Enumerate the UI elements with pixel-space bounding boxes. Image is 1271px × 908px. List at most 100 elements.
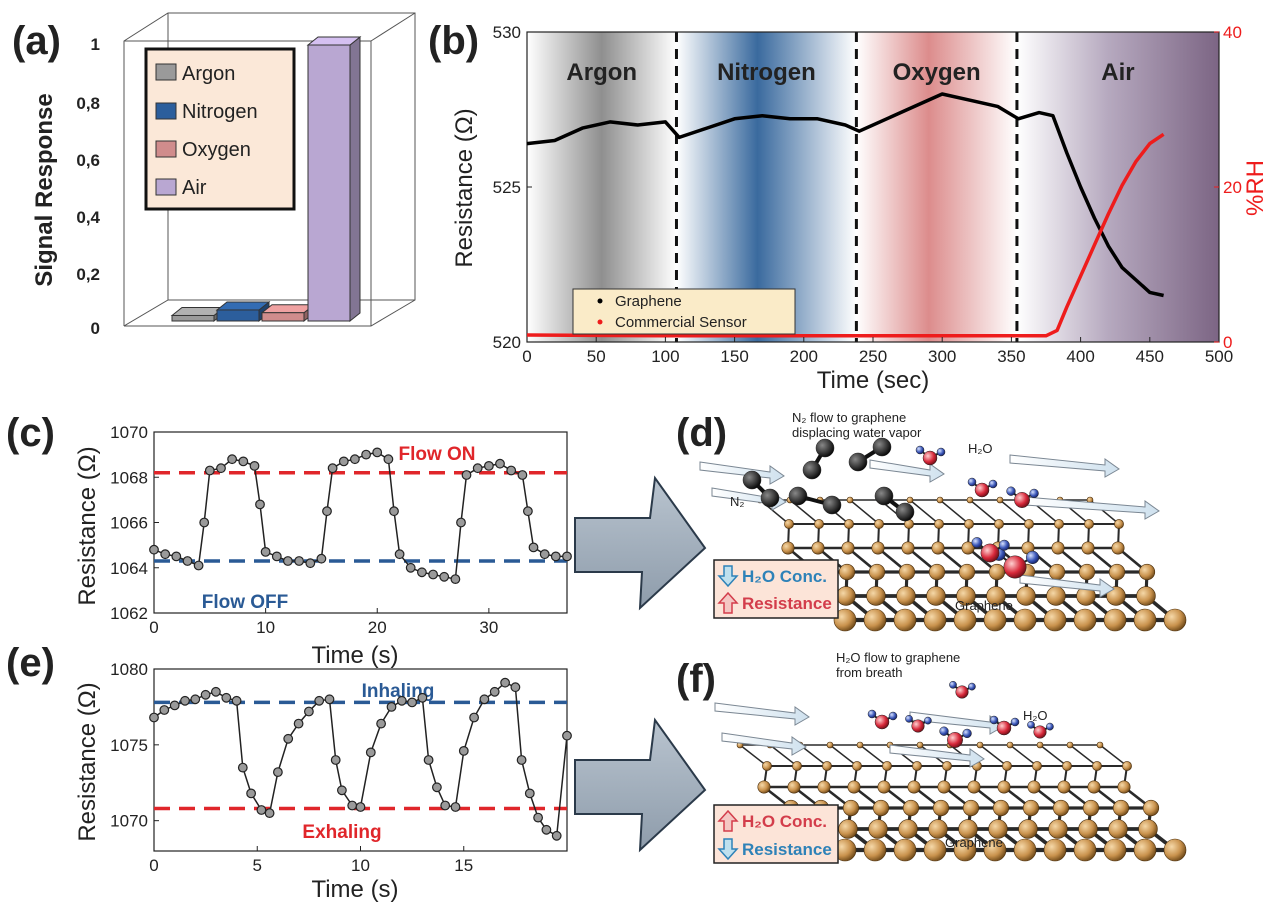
carbon-atom bbox=[1022, 799, 1040, 817]
panel-f-h2o-label: H₂O bbox=[1023, 708, 1048, 723]
carbon-atom bbox=[942, 761, 952, 771]
data-point bbox=[517, 470, 528, 480]
nitrogen-atom bbox=[760, 488, 780, 508]
panel-c: (c) Flow ON Flow OFF 0 10 20 30 1062 1064 1066 1… bbox=[6, 411, 572, 669]
carbon-atom bbox=[822, 761, 832, 771]
bar-air-top bbox=[306, 36, 362, 46]
x-tick-label: 50 bbox=[587, 347, 606, 366]
data-point bbox=[472, 463, 483, 474]
bond bbox=[979, 744, 1008, 767]
y-tick-label: 530 bbox=[493, 23, 521, 42]
data-point bbox=[461, 470, 472, 480]
nitrogen-atom bbox=[874, 486, 894, 506]
carbon-atom bbox=[931, 541, 945, 555]
panel-f-caption-line2: from breath bbox=[836, 665, 902, 680]
carbon-atom bbox=[1082, 799, 1100, 817]
carbon-atom bbox=[882, 761, 892, 771]
x-tick-label: 300 bbox=[928, 347, 956, 366]
panel-c-ticks: 0 10 20 30 1062 1064 1066 1068 1070 bbox=[110, 423, 498, 637]
carbon-atom bbox=[966, 496, 974, 504]
x-tick-label: 30 bbox=[479, 618, 498, 637]
carbon-atom bbox=[1013, 838, 1037, 862]
data-point bbox=[432, 782, 442, 793]
x-tick-label: 150 bbox=[720, 347, 748, 366]
carbon-atom bbox=[826, 741, 834, 749]
hydrogen-atom bbox=[988, 479, 998, 489]
hydrogen-atom bbox=[1025, 550, 1040, 565]
data-point bbox=[516, 755, 527, 765]
carbon-atom bbox=[1133, 838, 1157, 862]
carbon-atom bbox=[1006, 741, 1014, 749]
carbon-atom bbox=[912, 761, 922, 771]
data-point bbox=[440, 800, 451, 811]
oxygen-atom bbox=[922, 450, 938, 466]
hydrogen-atom bbox=[888, 711, 898, 721]
carbon-atom bbox=[902, 799, 920, 817]
annotation-exhaling: Exhaling bbox=[302, 822, 381, 843]
data-point bbox=[160, 549, 171, 560]
region-air bbox=[1016, 32, 1219, 342]
y-tick-label: 1062 bbox=[110, 604, 148, 623]
data-point bbox=[324, 694, 335, 705]
annotation-flow-off: Flow OFF bbox=[202, 592, 289, 613]
carbon-atom bbox=[896, 586, 916, 606]
hydrogen-atom bbox=[1010, 717, 1020, 727]
data-point bbox=[316, 553, 327, 564]
hydrogen-atom bbox=[962, 728, 972, 739]
y2-tick-label: 40 bbox=[1223, 23, 1242, 42]
data-point bbox=[159, 705, 170, 715]
arrow-e-to-f-icon bbox=[574, 717, 707, 853]
carbon-atom bbox=[898, 819, 918, 839]
data-point bbox=[304, 706, 314, 717]
carbon-atom bbox=[762, 761, 772, 771]
panel-b-series bbox=[526, 92, 1165, 338]
carbon-atom bbox=[964, 519, 974, 529]
data-point bbox=[365, 747, 376, 758]
panel-d-h2o-label: H₂O bbox=[968, 441, 993, 456]
panel-a-legend: Argon Nitrogen Oxygen Air bbox=[144, 47, 296, 211]
flow-arrow bbox=[1024, 496, 1160, 520]
bond bbox=[999, 499, 1030, 525]
carbon-atom bbox=[1073, 608, 1097, 632]
data-point bbox=[428, 569, 439, 580]
carbon-atom bbox=[1051, 541, 1065, 555]
panel-b-y2label: %RH bbox=[1242, 160, 1269, 216]
y-tick-label: 1080 bbox=[110, 660, 148, 679]
carbon-atom bbox=[898, 563, 916, 581]
y-tick-label: 1066 bbox=[110, 514, 148, 533]
data-point bbox=[260, 547, 271, 557]
hydrogen-atom bbox=[924, 716, 932, 725]
carbon-atom bbox=[994, 519, 1004, 529]
data-point bbox=[199, 517, 210, 528]
data-point bbox=[221, 692, 232, 703]
carbon-atom bbox=[856, 741, 864, 749]
region-label-nitrogen: Nitrogen bbox=[717, 59, 816, 86]
carbon-atom bbox=[906, 496, 914, 504]
data-point bbox=[271, 551, 282, 562]
x-tick-label: 400 bbox=[1066, 347, 1094, 366]
hydrogen-atom bbox=[989, 715, 999, 725]
data-point bbox=[524, 788, 535, 799]
bond bbox=[739, 744, 768, 767]
data-point bbox=[510, 682, 521, 693]
panel-f-caption-line1: H₂O flow to graphene bbox=[836, 650, 960, 665]
x-tick-label: 10 bbox=[351, 856, 370, 875]
carbon-atom bbox=[1138, 819, 1158, 839]
carbon-atom bbox=[996, 496, 1004, 504]
molecules-d bbox=[742, 437, 1040, 579]
data-point bbox=[562, 551, 572, 562]
carbon-atom bbox=[1108, 819, 1128, 839]
hydrogen-atom bbox=[1006, 486, 1016, 496]
bar-air-side bbox=[349, 35, 361, 323]
carbon-atom bbox=[936, 496, 944, 504]
data-point bbox=[500, 677, 511, 688]
data-point bbox=[322, 506, 332, 517]
data-point bbox=[283, 733, 294, 744]
hydrogen-atom bbox=[915, 445, 925, 455]
carbon-atom bbox=[847, 780, 861, 794]
panel-c-series bbox=[149, 447, 572, 584]
carbon-atom bbox=[1096, 741, 1104, 749]
carbon-atom bbox=[901, 541, 915, 555]
panel-c-plot-frame bbox=[153, 431, 568, 614]
data-point bbox=[423, 755, 434, 765]
